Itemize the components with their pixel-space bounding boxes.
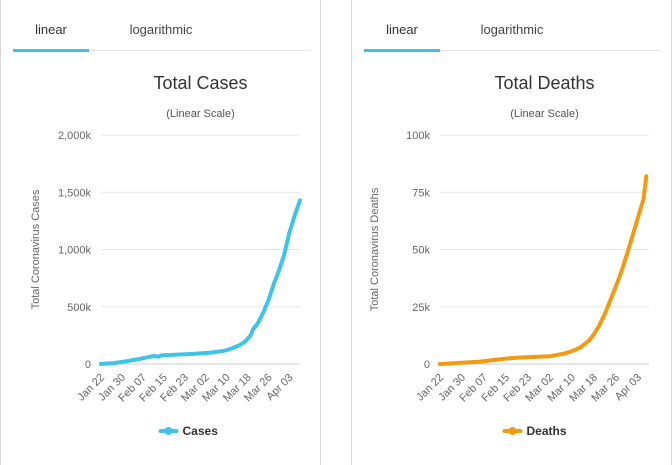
y-tick-label: 100k xyxy=(406,130,430,142)
data-point xyxy=(521,356,524,359)
legend-marker-icon xyxy=(164,427,173,435)
data-point xyxy=(222,349,226,352)
data-point xyxy=(631,234,634,237)
data-point xyxy=(126,359,129,363)
y-tick-label: 1,000k xyxy=(58,245,92,257)
data-point xyxy=(160,354,163,357)
data-point xyxy=(152,354,155,358)
data-point xyxy=(579,346,582,349)
data-point xyxy=(609,298,612,302)
data-point xyxy=(277,268,281,272)
data-point xyxy=(620,270,623,273)
y-tick-label: 500k xyxy=(67,302,91,314)
data-point xyxy=(614,284,618,288)
tab-bar-divider xyxy=(364,50,661,51)
data-point xyxy=(139,357,142,360)
data-point xyxy=(298,199,302,202)
deaths-tab-bar: linear logarithmic xyxy=(352,0,671,52)
data-point xyxy=(452,362,455,365)
legend-label: Cases xyxy=(183,424,219,438)
data-point xyxy=(493,358,497,362)
data-point xyxy=(230,347,234,350)
data-point xyxy=(625,252,629,256)
data-point xyxy=(587,339,590,343)
data-point xyxy=(243,340,247,343)
data-point xyxy=(288,231,291,234)
tab-linear[interactable]: linear xyxy=(13,0,89,52)
data-point xyxy=(592,333,596,336)
y-tick-label: 0 xyxy=(424,359,430,371)
data-point xyxy=(636,216,640,219)
series-line-deaths xyxy=(438,174,649,366)
legend-marker-icon xyxy=(508,427,517,435)
tab-logarithmic[interactable]: logarithmic xyxy=(480,22,544,37)
y-tick-label: 25k xyxy=(412,302,430,314)
data-point xyxy=(480,360,483,363)
y-axis-label: Total Coronavirus Deaths xyxy=(369,187,381,311)
y-tick-label: 50k xyxy=(412,245,430,257)
data-point xyxy=(157,355,160,358)
data-point xyxy=(438,362,442,366)
data-point xyxy=(283,252,286,256)
legend-label: Deaths xyxy=(527,424,567,438)
data-point xyxy=(112,361,116,365)
data-point xyxy=(645,175,648,178)
data-point xyxy=(535,355,538,359)
data-point xyxy=(570,350,574,353)
y-tick-label: 2,000k xyxy=(58,130,92,142)
y-tick-label: 75k xyxy=(412,187,430,199)
data-point xyxy=(256,321,260,324)
y-tick-label: 0 xyxy=(85,359,91,371)
data-point xyxy=(238,343,241,347)
chart-subtitle: (Linear Scale) xyxy=(510,108,578,120)
data-point xyxy=(191,352,194,356)
tab-bar-divider xyxy=(13,50,310,51)
data-point xyxy=(262,311,265,314)
data-point xyxy=(272,282,275,286)
data-point xyxy=(293,214,296,217)
chart-title: Total Deaths xyxy=(494,73,594,93)
deaths-chart-panel: linear logarithmic Total Deaths (Linear S… xyxy=(351,0,672,465)
data-point xyxy=(548,355,552,358)
data-point xyxy=(466,361,469,364)
deaths-chart: Total Deaths (Linear Scale) 0 25k 50k 75k 100k… xyxy=(369,73,649,438)
data-point xyxy=(173,353,176,356)
data-point xyxy=(507,357,510,360)
y-axis-label: Total Coronavirus Cases xyxy=(30,189,42,309)
cases-chart-panel: linear logarithmic Total Cases (Linear Sc… xyxy=(0,0,321,465)
data-point xyxy=(251,328,255,331)
cases-tab-bar: linear logarithmic xyxy=(1,0,320,52)
series-line-cases xyxy=(99,198,302,366)
data-point xyxy=(598,323,601,327)
data-point xyxy=(209,351,213,354)
data-point xyxy=(267,298,270,302)
data-point xyxy=(603,312,607,315)
data-point xyxy=(642,197,645,201)
data-point xyxy=(562,352,565,355)
tab-linear[interactable]: linear xyxy=(364,0,440,52)
data-point xyxy=(99,362,103,366)
tab-logarithmic[interactable]: logarithmic xyxy=(129,22,193,37)
data-point xyxy=(249,334,252,338)
chart-title: Total Cases xyxy=(153,73,247,93)
y-tick-label: 1,500k xyxy=(58,187,92,199)
cases-chart: Total Cases (Linear Scale) 0 500k 1,000k 1,50… xyxy=(30,73,302,438)
chart-subtitle: (Linear Scale) xyxy=(166,108,234,120)
